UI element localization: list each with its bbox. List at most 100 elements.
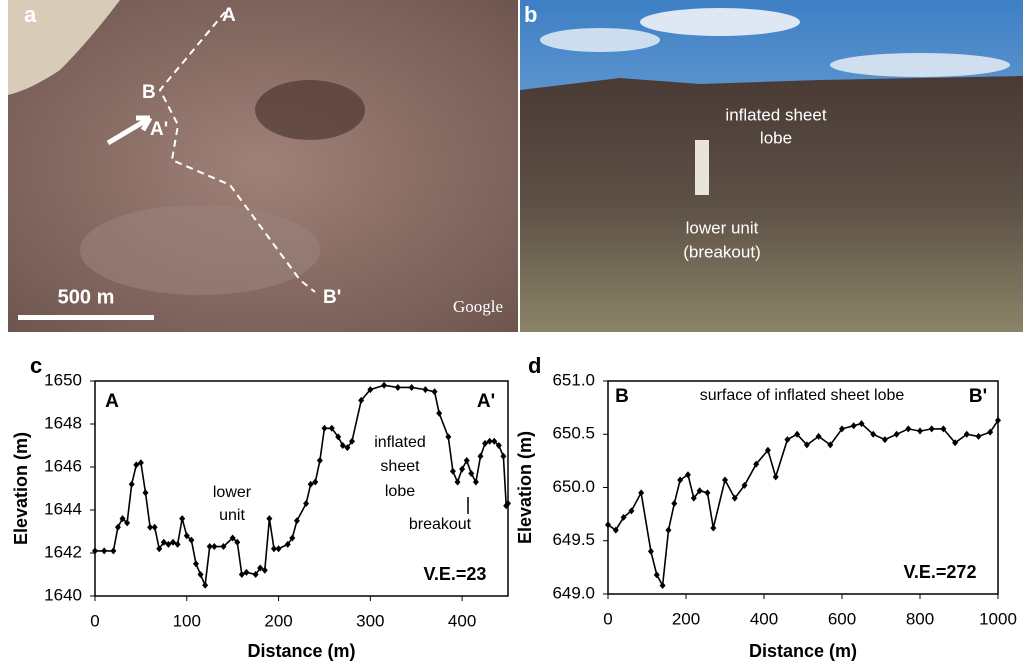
data-point [188, 536, 195, 544]
data-point [764, 446, 771, 454]
data-point [408, 383, 415, 391]
data-point [491, 437, 498, 445]
data-point [500, 452, 507, 460]
point-label: A [222, 5, 236, 26]
x-axis-title: Distance (m) [247, 641, 355, 661]
data-point [928, 425, 935, 433]
data-point [270, 545, 277, 553]
data-point [671, 499, 678, 507]
data-point [293, 517, 300, 525]
data-point [850, 422, 857, 430]
point-label: A' [150, 119, 168, 140]
data-point [137, 459, 144, 467]
data-point [348, 437, 355, 445]
y-tick-label: 1650 [44, 370, 82, 389]
data-point [234, 538, 241, 546]
data-point [110, 547, 117, 555]
data-point [477, 452, 484, 460]
data-point [316, 457, 323, 465]
data-point [952, 439, 959, 447]
data-point [238, 571, 245, 578]
x-tick-label: 400 [750, 609, 778, 628]
photo-a: a A B A' B' 500 m Google [8, 0, 518, 332]
annotation: lobe [385, 483, 415, 500]
data-point [328, 424, 335, 432]
y-tick-label: 651.0 [552, 370, 595, 389]
x-tick-label: 200 [672, 609, 700, 628]
data-point [114, 523, 121, 531]
data-point [696, 487, 703, 495]
data-point [101, 547, 108, 555]
x-tick-label: 400 [448, 611, 476, 630]
data-point [252, 571, 259, 578]
y-tick-label: 650.0 [552, 477, 595, 496]
data-point [677, 476, 684, 484]
panel-letter: c [30, 353, 42, 378]
data-point [119, 515, 126, 523]
data-line [607, 419, 999, 589]
data-point [731, 494, 738, 502]
plot-frame [94, 380, 509, 597]
data-point [197, 571, 204, 578]
data-point [659, 581, 666, 589]
annotation: unit [219, 507, 245, 524]
data-point [156, 545, 163, 553]
data-point [192, 560, 199, 568]
data-point [881, 436, 888, 444]
y-tick-label: 1648 [44, 413, 82, 432]
x-tick-label: 200 [264, 611, 292, 630]
x-tick-label: 800 [906, 609, 934, 628]
y-tick-label: 650.5 [552, 424, 595, 443]
data-point [684, 471, 691, 479]
data-point [335, 433, 342, 441]
photo-label: lower unit [686, 218, 759, 237]
annotation: surface of inflated sheet lobe [700, 387, 905, 404]
profile-line [158, 11, 316, 293]
data-point [647, 547, 654, 555]
data-point [870, 430, 877, 438]
y-tick-label: 1642 [44, 542, 82, 561]
data-point [179, 515, 186, 523]
annotation: A [105, 391, 119, 412]
data-point [206, 543, 213, 551]
annotation: lower [213, 484, 252, 501]
x-tick-label: 1000 [979, 609, 1017, 628]
data-point [339, 442, 346, 449]
data-point [638, 489, 645, 497]
data-point [839, 425, 845, 433]
annotation: V.E.=272 [904, 562, 977, 582]
scale-label: 500 m [58, 286, 115, 308]
data-point [344, 444, 351, 452]
smooth-area [80, 205, 320, 295]
x-tick-label: 600 [828, 609, 856, 628]
data-point [133, 461, 140, 469]
data-point [653, 571, 660, 579]
panel-letter: d [528, 353, 541, 378]
dark-flow [255, 80, 365, 140]
photo-label: (breakout) [683, 242, 760, 261]
annotation: B [615, 386, 629, 407]
data-point [174, 540, 181, 548]
data-point [211, 543, 218, 551]
data-point [463, 457, 470, 465]
credit: Google [453, 297, 503, 316]
x-tick-label: 100 [173, 611, 201, 630]
y-tick-label: 1640 [44, 585, 82, 604]
data-point [940, 425, 947, 433]
data-point [472, 478, 479, 486]
data-point [704, 489, 711, 497]
data-point [987, 428, 994, 436]
data-point [963, 430, 970, 438]
x-axis-title: Distance (m) [749, 641, 857, 661]
annotation: A' [477, 391, 495, 412]
cloud [830, 53, 1010, 77]
data-point [905, 425, 912, 433]
data-point [266, 515, 273, 523]
data-point [482, 439, 489, 447]
data-point [321, 424, 328, 432]
photo-label: lobe [760, 128, 792, 147]
cloud [640, 8, 800, 36]
data-point [243, 568, 250, 576]
data-point [710, 524, 717, 532]
annotation: breakout [409, 516, 472, 533]
